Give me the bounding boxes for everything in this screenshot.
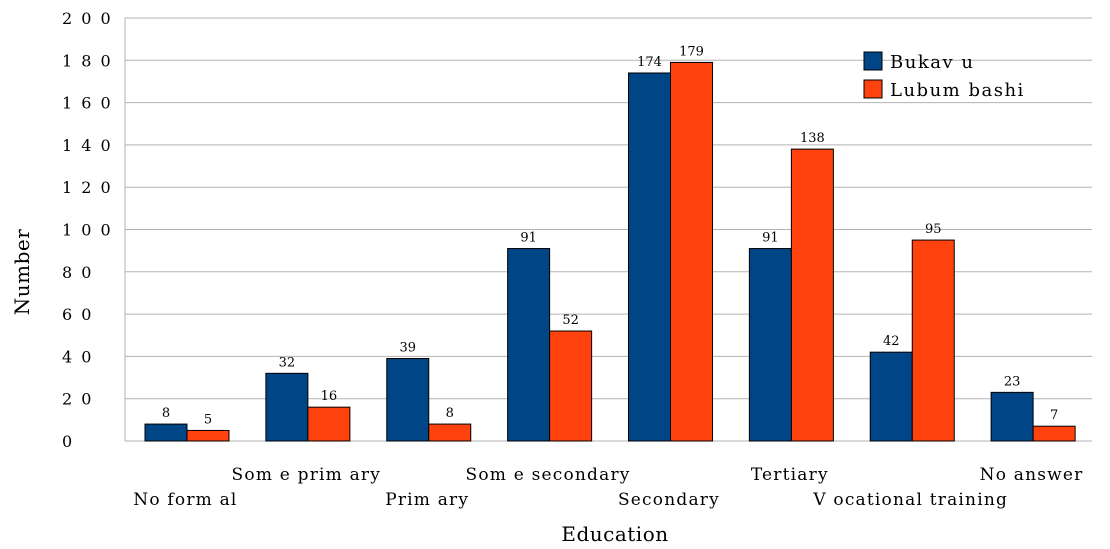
bar-lubumbashi	[670, 61, 713, 442]
data-label: 8	[162, 406, 170, 421]
data-label: 32	[279, 355, 296, 370]
x-category-label: Secondary	[618, 490, 720, 510]
y-axis-ticks: 0 2 0 4 0 6 0 8 0 1 0 0 1 2 0 1 4 0 1 6 0 1 8 0 2 …	[62, 9, 113, 451]
data-label: 42	[883, 334, 900, 349]
bar-bukavu	[748, 248, 792, 442]
x-category-label: V ocational training	[812, 490, 1008, 510]
y-tick-label: 4 0	[62, 347, 93, 366]
y-tick-label: 8 0	[62, 263, 93, 282]
x-category-label: Som e prim ary	[232, 465, 382, 485]
x-axis-title: Education	[561, 522, 668, 546]
data-label: 5	[204, 412, 212, 427]
data-label: 138	[800, 131, 825, 146]
bar-bukavu	[386, 358, 430, 442]
y-tick-label: 1 6 0	[62, 94, 113, 113]
y-tick-label: 1 4 0	[62, 136, 113, 155]
bar-lubumbashi	[186, 429, 230, 442]
y-axis-title: Number	[10, 229, 34, 316]
y-tick-label: 1 0 0	[62, 221, 113, 240]
bar-lubumbashi	[549, 330, 593, 442]
bar-lubumbashi	[911, 239, 955, 442]
legend-swatch	[863, 79, 883, 99]
legend-label: Lubum bashi	[890, 80, 1025, 101]
x-category-label: Som e secondary	[466, 465, 631, 485]
y-tick-label: 6 0	[62, 305, 93, 324]
data-label: 16	[321, 389, 338, 404]
data-label: 7	[1050, 408, 1058, 423]
data-label: 52	[562, 313, 579, 328]
data-label: 174	[637, 55, 662, 70]
x-category-label: Prim ary	[385, 490, 469, 510]
x-category-label: No answer	[980, 465, 1084, 485]
y-tick-label: 0	[62, 432, 74, 451]
legend-label: Bukav u	[890, 52, 974, 73]
data-label: 179	[679, 44, 704, 59]
x-category-label: No form al	[133, 490, 237, 510]
bar-bukavu	[628, 72, 671, 442]
data-label: 91	[762, 231, 779, 246]
data-label: 8	[446, 406, 454, 421]
bar-lubumbashi	[307, 406, 351, 442]
legend-swatch	[863, 51, 883, 71]
data-label: 91	[520, 231, 537, 246]
data-label: 95	[925, 222, 942, 237]
bar-bukavu	[507, 248, 551, 442]
data-label: 39	[399, 341, 416, 356]
y-tick-label: 2 0 0	[62, 9, 113, 28]
data-label: 23	[1004, 374, 1021, 389]
bar-lubumbashi	[428, 423, 472, 442]
y-tick-label: 1 2 0	[62, 178, 113, 197]
y-tick-label: 2 0	[62, 390, 93, 409]
bar-lubumbashi	[1032, 425, 1076, 442]
bar-bukavu	[144, 423, 188, 442]
bar-bukavu	[265, 372, 309, 442]
legend: Bukav u Lubum bashi	[863, 51, 1025, 101]
bar-lubumbashi	[790, 148, 834, 442]
x-category-label: Tertiary	[751, 465, 829, 485]
y-tick-label: 1 8 0	[62, 51, 113, 70]
data-labels: 8 5 32 16 39 8 91 52 174 179 91 138 42 95 23 7	[162, 44, 1058, 427]
bar-bukavu	[869, 351, 913, 442]
bar-bukavu	[990, 391, 1034, 442]
bars	[144, 61, 1076, 442]
